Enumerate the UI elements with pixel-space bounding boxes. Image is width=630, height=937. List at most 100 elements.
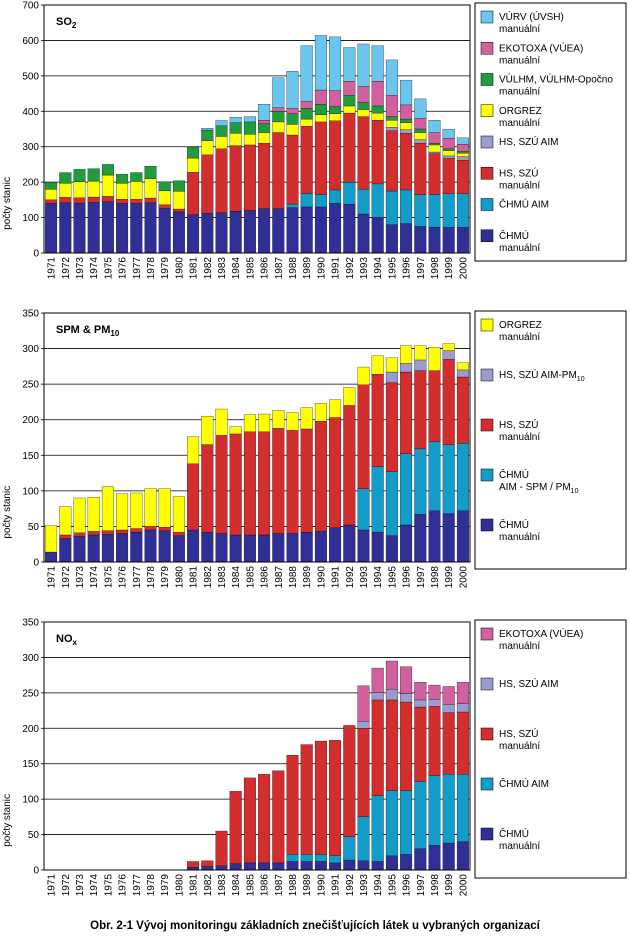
bar-chmu_manual-1992 bbox=[343, 524, 356, 563]
bar-chmu_aim-1995 bbox=[385, 190, 398, 225]
bar-vurv-1983 bbox=[215, 120, 228, 126]
bar-hs_szu_aim-1997 bbox=[414, 139, 427, 144]
bar-orgrez-1973 bbox=[73, 181, 86, 198]
bar-orgrez-1972 bbox=[59, 183, 72, 198]
legend-sublabel-ekotoxa: manuální bbox=[499, 641, 540, 652]
x-tick-label: 1999 bbox=[444, 257, 455, 280]
x-tick-label: 1977 bbox=[132, 874, 143, 897]
legend-label-chmu_aim: ČHMÚ AIM bbox=[499, 198, 549, 211]
bar-chmu_manual-1985 bbox=[243, 534, 256, 563]
y-tick-label: 600 bbox=[22, 36, 39, 47]
bar-vurv-1982 bbox=[201, 128, 214, 131]
bar-hs_szu_manual-1991 bbox=[329, 417, 342, 529]
x-tick-label: 1972 bbox=[61, 874, 72, 897]
plot-area bbox=[44, 5, 470, 253]
bar-vurv-2000 bbox=[456, 137, 469, 145]
x-tick-label: 1978 bbox=[146, 874, 157, 897]
x-tick-label: 1982 bbox=[203, 874, 214, 897]
bar-chmu_aim-1999 bbox=[442, 774, 455, 844]
legend-swatch-hs_szu_manual bbox=[480, 418, 494, 432]
legend-sublabel-hs_szu_manual: manuální bbox=[499, 741, 540, 752]
bar-hs_szu_aim-2000 bbox=[456, 703, 469, 713]
bar-vurv-1987 bbox=[272, 77, 285, 108]
legend-swatch-chmu_aim bbox=[480, 198, 494, 211]
x-tick-label: 1984 bbox=[231, 874, 242, 897]
bar-vulhm-1976 bbox=[116, 174, 129, 184]
bar-chmu_manual-1981 bbox=[187, 214, 200, 254]
bar-chmu_manual-1996 bbox=[400, 223, 413, 254]
y-tick-label: 50 bbox=[28, 830, 40, 841]
y-axis-label: počty stanic bbox=[2, 177, 13, 230]
bar-chmu_aim-1998 bbox=[428, 775, 441, 846]
bar-orgrez-1984 bbox=[229, 133, 242, 146]
bar-hs_szu_manual-1978 bbox=[144, 526, 157, 531]
bar-vurv-1991 bbox=[329, 36, 342, 91]
bar-hs_szu_manual-1971 bbox=[45, 199, 58, 204]
bar-hs_szu_manual-1974 bbox=[87, 196, 100, 203]
x-tick-label: 1975 bbox=[103, 874, 114, 897]
bar-hs_szu_manual-1993 bbox=[357, 116, 370, 190]
bar-ekotoxa-1998 bbox=[428, 684, 441, 700]
x-tick-label: 1977 bbox=[132, 257, 143, 280]
plot-frame bbox=[43, 621, 471, 871]
bar-hs_szu_manual-1987 bbox=[272, 132, 285, 209]
bar-chmu_manual-1984 bbox=[229, 534, 242, 563]
x-tick-label: 1989 bbox=[302, 874, 313, 897]
bar-orgrez-1990 bbox=[314, 403, 327, 422]
bar-hs_szu_aim-1993 bbox=[357, 721, 370, 729]
bar-orgrez-1971 bbox=[45, 525, 58, 553]
legend-swatch-hs_szu_manual bbox=[480, 167, 494, 180]
bar-chmu_manual-1980 bbox=[172, 535, 185, 563]
bar-chmu_manual-1973 bbox=[73, 536, 86, 563]
x-tick-label: 1973 bbox=[75, 566, 86, 589]
bar-vurv-1985 bbox=[243, 116, 256, 123]
bar-orgrez-1988 bbox=[286, 124, 299, 136]
bar-chmu_manual-1987 bbox=[272, 533, 285, 563]
x-tick-label: 1982 bbox=[203, 257, 214, 280]
bar-hs_szu_manual-1981 bbox=[187, 463, 200, 531]
bar-orgrez-1987 bbox=[272, 121, 285, 133]
bar-chmu_manual-1992 bbox=[343, 203, 356, 254]
legend-swatch-ekotoxa bbox=[480, 627, 494, 641]
bar-chmu_manual-1982 bbox=[201, 213, 214, 254]
bar-hs_szu_manual-1990 bbox=[314, 740, 327, 855]
bar-chmu_manual-1984 bbox=[229, 211, 242, 254]
y-tick-label: 700 bbox=[22, 1, 39, 12]
legend-swatch-chmu_manual bbox=[480, 518, 494, 532]
x-tick-label: 1991 bbox=[331, 874, 342, 897]
bar-vulhm-1994 bbox=[371, 105, 384, 114]
x-tick-label: 1976 bbox=[118, 257, 129, 280]
bar-hs_szu_aim-1998 bbox=[428, 699, 441, 707]
bar-hs_szu_manual-1985 bbox=[243, 144, 256, 211]
bar-chmu_manual-1980 bbox=[172, 211, 185, 254]
legend-sublabel-vurv: manuální bbox=[499, 24, 540, 35]
bar-chmu_manual-1997 bbox=[414, 226, 427, 254]
bar-orgrez-1983 bbox=[215, 408, 228, 436]
bar-hs_szu_aim-1995 bbox=[385, 371, 398, 383]
bar-orgrez-1997 bbox=[414, 132, 427, 140]
bar-hs_szu_manual-1993 bbox=[357, 384, 370, 489]
bar-chmu_manual-1985 bbox=[243, 862, 256, 871]
bar-ekotoxa-1991 bbox=[329, 90, 342, 107]
legend-swatch-vurv bbox=[480, 10, 494, 24]
x-tick-label: 1989 bbox=[302, 257, 313, 280]
bar-hs_szu_manual-1989 bbox=[300, 744, 313, 855]
x-tick-label: 1983 bbox=[217, 874, 228, 897]
x-tick-label: 2000 bbox=[458, 874, 469, 897]
bar-hs_szu_manual-1986 bbox=[258, 431, 271, 536]
bar-hs_szu_manual-1999 bbox=[442, 712, 455, 775]
bar-hs_szu_manual-1985 bbox=[243, 431, 256, 536]
x-tick-label: 1981 bbox=[189, 566, 200, 589]
bar-chmu_aim-1988 bbox=[286, 854, 299, 862]
bar-chmu_aim-1997 bbox=[414, 448, 427, 515]
bar-hs_szu_manual-1977 bbox=[130, 198, 143, 204]
bar-vulhm-1996 bbox=[400, 118, 413, 123]
bar-chmu_manual-1990 bbox=[314, 206, 327, 254]
bar-hs_szu_manual-1976 bbox=[116, 529, 129, 534]
bar-vulhm-1991 bbox=[329, 106, 342, 114]
bar-vulhm-1983 bbox=[215, 125, 228, 137]
bar-hs_szu_manual-1986 bbox=[258, 774, 271, 864]
bar-vurv-1995 bbox=[385, 59, 398, 96]
bar-orgrez-1989 bbox=[300, 118, 313, 127]
